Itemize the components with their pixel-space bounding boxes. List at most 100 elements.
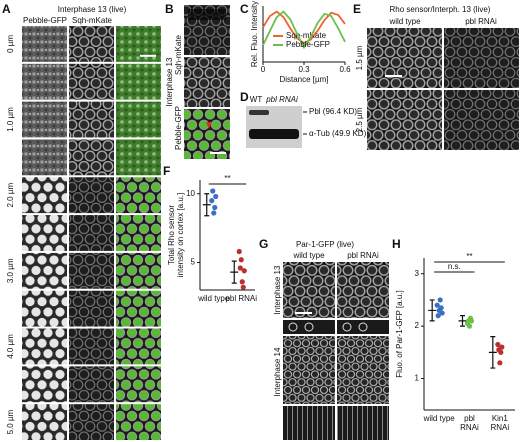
micrograph bbox=[69, 252, 114, 289]
mean-error-bar bbox=[428, 299, 437, 322]
micrograph bbox=[116, 63, 161, 100]
micrograph bbox=[116, 404, 161, 440]
y-axis-label: Fluo. of Par-1-GFP [a.u.] bbox=[395, 290, 404, 377]
micrograph bbox=[22, 328, 67, 365]
micrograph bbox=[337, 320, 389, 334]
data-point bbox=[237, 265, 243, 271]
micrograph bbox=[22, 177, 67, 214]
micrograph bbox=[116, 328, 161, 365]
micrograph bbox=[184, 109, 230, 159]
significance-label: n.s. bbox=[448, 262, 461, 271]
data-point bbox=[239, 279, 245, 285]
y-tick-label: 3 bbox=[415, 269, 420, 278]
stage-label: Interphase 13 bbox=[165, 57, 174, 106]
micrograph bbox=[444, 90, 519, 150]
lane-label: WT bbox=[250, 95, 263, 104]
panel-label: H bbox=[392, 237, 401, 251]
data-point bbox=[499, 344, 505, 350]
panel-label: F bbox=[163, 164, 170, 178]
y-tick-label: 1 bbox=[415, 374, 420, 383]
micrograph bbox=[69, 177, 114, 214]
mean-error-bar bbox=[488, 336, 497, 369]
stage-label: Interphase 13 bbox=[273, 265, 282, 314]
significance-label: ** bbox=[466, 252, 472, 261]
micrograph bbox=[22, 366, 67, 403]
y-tick-label: 10 bbox=[186, 189, 195, 198]
micrograph bbox=[22, 63, 67, 100]
cell-ring bbox=[304, 322, 314, 332]
micrograph bbox=[337, 336, 389, 404]
micrograph bbox=[22, 215, 67, 251]
depth-label: 2.5 µm bbox=[355, 107, 364, 132]
y-axis-label: Total Rho sensor bbox=[167, 205, 176, 265]
panel-label: A bbox=[2, 2, 11, 16]
cell-ring bbox=[288, 322, 298, 332]
depth-label: 2.0 µm bbox=[6, 183, 15, 208]
micrograph bbox=[283, 336, 335, 404]
micrograph bbox=[337, 262, 389, 318]
x-tick-label: pbl RNAi bbox=[225, 294, 257, 303]
data-point bbox=[439, 310, 445, 316]
micrograph bbox=[22, 290, 67, 327]
lane-label: pbl RNAi bbox=[265, 95, 298, 104]
data-point bbox=[498, 349, 504, 355]
blot-band bbox=[249, 110, 269, 115]
micrograph bbox=[69, 328, 114, 365]
panel-label: E bbox=[353, 2, 361, 16]
micrograph bbox=[69, 139, 114, 176]
column-label: pbl RNAi bbox=[465, 17, 497, 26]
depth-label: 4.0 µm bbox=[6, 334, 15, 359]
depth-label: 1.0 µm bbox=[6, 107, 15, 132]
y-axis-label: intensity on cortex [a.u.] bbox=[176, 193, 185, 278]
x-tick-label: 0.3 bbox=[298, 65, 310, 74]
depth-label: 0 µm bbox=[6, 35, 15, 53]
micrograph bbox=[283, 406, 335, 440]
data-point bbox=[435, 313, 441, 319]
x-tick-label: RNAi bbox=[460, 423, 479, 432]
mean-error-bar bbox=[230, 260, 239, 284]
blot-band bbox=[249, 129, 299, 139]
micrograph bbox=[367, 90, 442, 150]
micrograph bbox=[69, 215, 114, 251]
micrograph bbox=[116, 215, 161, 251]
data-point bbox=[236, 248, 242, 255]
micrograph bbox=[283, 320, 335, 334]
micrograph bbox=[22, 101, 67, 138]
micrograph bbox=[283, 262, 335, 318]
micrograph bbox=[22, 252, 67, 289]
micrograph bbox=[444, 28, 519, 88]
panel-label: D bbox=[240, 90, 249, 104]
stage-label: Interphase 14 bbox=[273, 347, 282, 396]
x-tick-label: Kin1 bbox=[492, 414, 509, 423]
micrograph bbox=[367, 28, 442, 88]
x-tick-label: 0 bbox=[261, 65, 266, 74]
data-point bbox=[466, 323, 473, 329]
depth-label: 3.0 µm bbox=[6, 258, 15, 283]
micrograph bbox=[337, 406, 389, 440]
data-line bbox=[262, 10, 346, 50]
micrograph bbox=[116, 101, 161, 138]
y-tick-label: 2 bbox=[415, 321, 420, 330]
channel-label: Sqh-mKate bbox=[174, 34, 183, 75]
micrograph bbox=[22, 139, 67, 176]
micrograph bbox=[69, 63, 114, 100]
depth-label: 1.5–3 µm bbox=[190, 10, 224, 19]
column-label: pbl RNAi bbox=[347, 251, 379, 260]
channel-label: Pebble-GFP bbox=[174, 106, 183, 150]
micrograph bbox=[69, 290, 114, 327]
column-label: wild type bbox=[388, 17, 421, 26]
band-label: α-Tub (49.9 KD) bbox=[309, 129, 367, 138]
label-backdrop bbox=[188, 9, 226, 20]
data-point bbox=[434, 302, 440, 308]
x-axis-label: Distance [µm] bbox=[279, 75, 328, 84]
mean-error-bar bbox=[458, 315, 467, 327]
data-point bbox=[211, 210, 217, 216]
depth-label: 5.0 µm bbox=[6, 409, 15, 434]
x-tick-label: 0.6 bbox=[339, 65, 351, 74]
data-point bbox=[210, 188, 216, 194]
legend-label: Pebble-GFP bbox=[286, 40, 330, 49]
micrograph bbox=[116, 366, 161, 403]
micrograph bbox=[116, 290, 161, 327]
cell-ring bbox=[358, 322, 368, 332]
